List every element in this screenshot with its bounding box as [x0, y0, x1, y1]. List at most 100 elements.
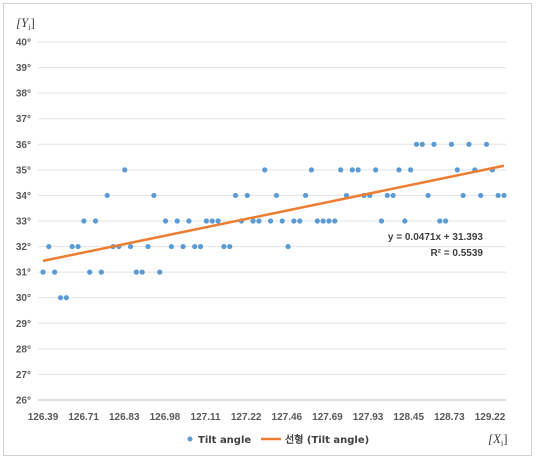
x-tick-label: 126.39 — [28, 412, 59, 423]
data-point — [320, 218, 326, 224]
y-axis-title: [Yi] — [16, 15, 35, 32]
x-tick-label: 126.98 — [150, 412, 181, 423]
data-point — [396, 167, 402, 173]
data-point — [373, 167, 379, 173]
data-point — [92, 218, 99, 224]
data-point — [104, 192, 110, 199]
data-point — [145, 243, 151, 250]
data-point — [98, 269, 104, 275]
data-point — [326, 218, 332, 224]
data-point — [443, 218, 449, 224]
data-point — [221, 243, 227, 250]
legend-label-tilt-angle: Tilt angle — [198, 435, 251, 446]
data-point — [501, 192, 507, 199]
data-point — [139, 269, 145, 275]
y-tick-label: 39° — [16, 63, 31, 74]
legend-label-trendline: 선형 (Tilt angle) — [285, 433, 369, 446]
data-point — [448, 141, 455, 147]
x-tick-label: 127.22 — [231, 412, 262, 423]
data-point — [262, 167, 268, 173]
data-point — [437, 218, 443, 224]
data-point — [168, 243, 174, 250]
chart-frame — [3, 3, 532, 456]
x-axis-title: [Xi] — [488, 431, 508, 448]
y-tick-label: 35° — [16, 165, 31, 176]
data-point — [133, 269, 139, 275]
y-tick-label: 32° — [16, 242, 31, 253]
data-point — [402, 218, 408, 224]
data-point — [151, 192, 157, 199]
y-tick-label: 36° — [16, 140, 31, 151]
data-point — [75, 243, 81, 250]
data-point — [63, 295, 69, 301]
x-tick-label: 127.93 — [353, 412, 384, 423]
x-tick-label: 127.69 — [312, 412, 343, 423]
data-point — [454, 167, 460, 173]
data-point — [180, 243, 186, 250]
trendline-equation: y = 0.0471x + 31.393 — [388, 232, 484, 243]
y-tick-label: 28° — [16, 344, 31, 355]
y-tick-label: 26° — [16, 396, 31, 407]
x-tick-labels: 126.39 126.71 126.83 126.98 127.11 127.22 127.… — [28, 412, 506, 423]
data-point — [256, 218, 262, 224]
data-point — [297, 218, 303, 224]
data-point — [52, 269, 58, 275]
y-tick-label: 34° — [16, 191, 31, 202]
data-point — [495, 192, 501, 199]
data-point — [338, 167, 344, 173]
data-point — [349, 167, 355, 173]
data-point — [197, 243, 204, 250]
data-point — [478, 192, 484, 199]
data-point — [314, 218, 320, 224]
data-point — [227, 243, 233, 250]
data-point — [378, 218, 385, 224]
x-tick-label: 128.73 — [434, 412, 465, 423]
data-point — [215, 218, 221, 224]
y-tick-label: 38° — [16, 89, 31, 100]
data-point — [209, 218, 215, 224]
data-point — [466, 141, 472, 147]
y-tick-label: 30° — [16, 293, 31, 304]
x-tick-label: 126.71 — [68, 412, 99, 423]
data-point — [87, 269, 93, 275]
data-point — [203, 218, 209, 224]
data-point — [122, 167, 128, 173]
data-point — [40, 269, 46, 275]
data-point — [355, 167, 361, 173]
x-tick-label: 126.83 — [109, 412, 140, 423]
data-point — [483, 141, 490, 147]
data-point — [127, 243, 134, 250]
data-point — [332, 218, 338, 224]
data-point — [390, 192, 396, 199]
data-point — [460, 192, 466, 199]
y-tick-label: 31° — [16, 268, 31, 279]
data-point — [384, 192, 390, 199]
y-tick-label: 33° — [16, 217, 31, 228]
data-point — [81, 218, 87, 224]
data-point — [232, 192, 239, 199]
data-point — [57, 295, 64, 301]
y-tick-label: 29° — [16, 319, 31, 330]
data-point — [308, 167, 315, 173]
data-point — [267, 218, 274, 224]
data-point — [192, 243, 198, 250]
legend[interactable]: Tilt angle 선형 (Tilt angle) — [187, 433, 370, 446]
legend-marker-tilt-angle — [187, 436, 193, 442]
data-point — [186, 218, 192, 224]
data-point — [408, 167, 414, 173]
data-point — [157, 269, 163, 275]
data-point — [46, 243, 52, 250]
x-tick-label: 127.11 — [191, 412, 221, 423]
trendline — [42, 164, 505, 263]
data-point — [244, 192, 250, 199]
data-point — [250, 218, 256, 224]
data-point — [413, 141, 420, 147]
data-point — [419, 141, 425, 147]
data-point — [273, 192, 280, 199]
data-point — [69, 243, 75, 250]
x-tick-label: 128.45 — [393, 412, 424, 423]
data-point — [162, 218, 169, 224]
y-tick-labels: 26° 27° 28° 29° 30° 31° 32° 33° 34° 35° 36° 37° 38° 3… — [16, 38, 31, 407]
y-tick-label: 40° — [16, 38, 31, 49]
